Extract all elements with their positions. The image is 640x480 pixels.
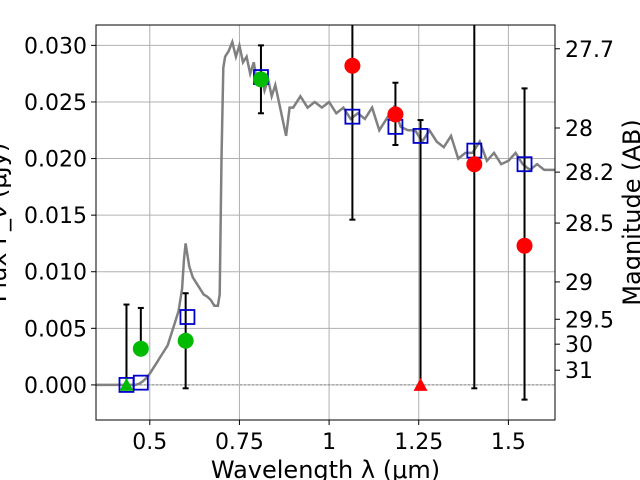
- nircam-point: [344, 57, 361, 74]
- axis-ticks: 0.5 0.75 1 1.25 1.5 0.000 0.005 0.010 0.015 0.020…: [24, 34, 614, 455]
- right-tick-label: 28: [565, 117, 593, 142]
- x-tick-label: 0.5: [132, 430, 167, 455]
- right-axis-label: Magnitude (AB): [618, 119, 640, 305]
- y-tick-label: 0.030: [24, 34, 87, 59]
- right-tick-label: 29.5: [565, 308, 614, 333]
- model-photometry-square: [132, 374, 149, 391]
- right-tick-label: 30: [565, 333, 593, 358]
- model-spectrum-line: [96, 37, 555, 387]
- upper-limit-marker: [119, 377, 134, 391]
- detection-point: [177, 332, 194, 349]
- plot-area: [96, 25, 555, 401]
- y-tick-label: 0.005: [24, 317, 87, 342]
- upper-limit-marker: [413, 377, 428, 391]
- y-tick-label: 0.025: [24, 91, 87, 116]
- grid-lines: [96, 25, 555, 420]
- y-tick-label: 0.000: [24, 374, 87, 399]
- nircam-point: [466, 156, 483, 173]
- y-tick-label: 0.010: [24, 261, 87, 286]
- x-tick-label: 0.75: [215, 430, 264, 455]
- x-tick-label: 1: [322, 430, 336, 455]
- right-tick-label: 28.2: [565, 161, 614, 186]
- x-tick-label: 1.5: [491, 430, 526, 455]
- model-photometry-square: [516, 156, 533, 173]
- y-tick-label: 0.020: [24, 148, 87, 173]
- model-photometry-square: [344, 108, 361, 125]
- detection-point: [132, 340, 149, 357]
- plot-frame: [95, 24, 556, 421]
- right-tick-label: 29: [565, 271, 593, 296]
- right-tick-label: 27.7: [565, 38, 614, 63]
- clipped-layer: [96, 25, 555, 401]
- model-photometry-square: [412, 128, 429, 144]
- nircam-point: [516, 237, 533, 254]
- detection-point: [252, 71, 269, 88]
- x-axis-label: Wavelength λ (μm): [211, 456, 440, 480]
- model-photometry-square: [179, 309, 196, 325]
- nircam-point: [387, 106, 404, 123]
- y-axis-label: Flux F_ν (μJy): [0, 143, 12, 303]
- right-tick-label: 28.5: [565, 212, 614, 237]
- x-tick-label: 1.25: [394, 430, 443, 455]
- y-tick-label: 0.015: [24, 204, 87, 229]
- right-tick-label: 31: [565, 359, 593, 384]
